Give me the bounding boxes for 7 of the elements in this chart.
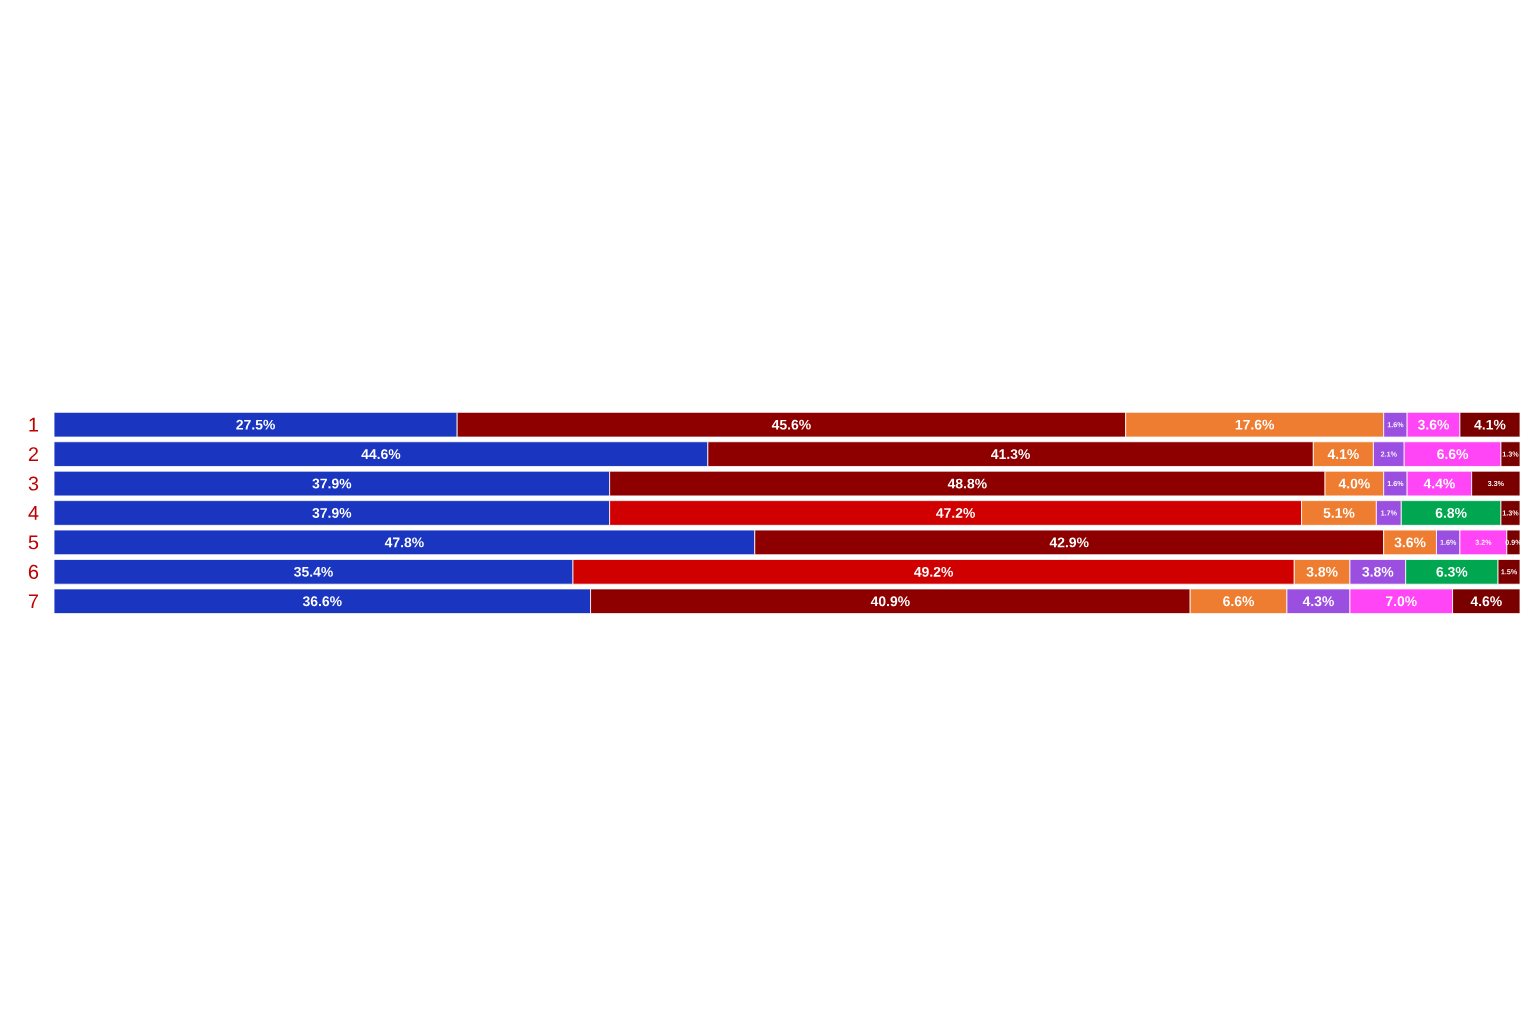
y-tick-label: 3 — [28, 476, 39, 491]
y-tick-label: 2 — [28, 447, 38, 462]
y-tick-label: 4 — [28, 506, 39, 520]
y-tick-label: 1 — [29, 417, 39, 432]
y-tick-label: 7 — [28, 594, 38, 609]
y-tick-label: 6 — [28, 564, 39, 579]
y-tick-label: 5 — [28, 535, 39, 550]
